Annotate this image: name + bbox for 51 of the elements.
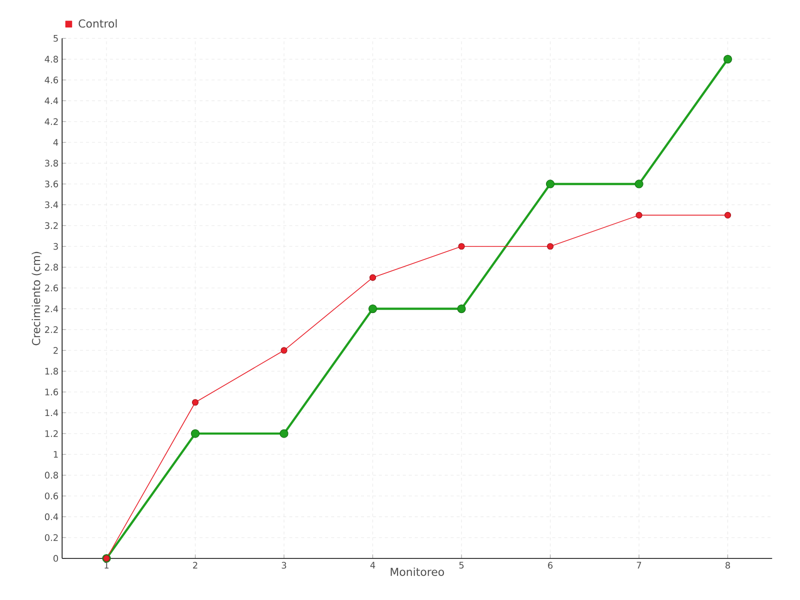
x-tick-label: 6 xyxy=(548,562,553,569)
point xyxy=(724,212,732,218)
point xyxy=(368,304,378,314)
y-tick-label: 4.6 xyxy=(44,76,58,84)
point xyxy=(190,429,200,438)
point xyxy=(192,399,199,406)
point xyxy=(546,180,555,188)
y-tick-label: 0.8 xyxy=(44,472,58,479)
y-tick-label: 5 xyxy=(54,35,58,42)
y-tick-label: 1.4 xyxy=(45,410,58,416)
legend-label: Control xyxy=(78,19,117,28)
y-tick-label: 4.2 xyxy=(44,118,58,125)
y-tick-label: 3 xyxy=(54,242,58,250)
y-tick-label: 0.4 xyxy=(44,513,58,520)
x-tick-label: 3 xyxy=(282,562,286,569)
point xyxy=(369,274,376,281)
point xyxy=(546,243,554,250)
x-tick-label: 4 xyxy=(370,562,376,568)
y-axis-title: Crecimiento (cm) xyxy=(32,252,42,346)
y-tick-label: 3.8 xyxy=(45,160,58,167)
x-tick-label: 2 xyxy=(193,562,198,569)
y-tick-label: 4.8 xyxy=(44,56,58,63)
y-tick-label: 2.6 xyxy=(45,284,58,292)
y-tick-label: 0 xyxy=(54,554,58,562)
point xyxy=(457,304,466,314)
y-tick-label: 0.2 xyxy=(44,534,58,541)
point xyxy=(280,347,288,354)
x-tick-label: 1 xyxy=(104,562,109,568)
point xyxy=(636,212,642,218)
point xyxy=(458,243,465,250)
point xyxy=(280,429,288,438)
y-tick-label: 1.6 xyxy=(45,388,58,396)
x-tick-label: 5 xyxy=(459,562,464,569)
y-tick-label: 4 xyxy=(53,139,58,146)
y-tick-label: 2.4 xyxy=(45,305,58,312)
x-axis-title: Monitoreo xyxy=(390,568,444,576)
y-tick-label: 3.6 xyxy=(45,180,58,188)
x-tick-label: 8 xyxy=(726,562,730,569)
point xyxy=(723,54,732,64)
y-tick-label: 3.4 xyxy=(45,201,58,208)
y-tick-label: 1.2 xyxy=(45,430,58,437)
y-tick-label: 2.2 xyxy=(45,326,58,333)
y-tick-label: 2.8 xyxy=(45,264,58,271)
point xyxy=(634,180,644,188)
y-tick-label: 2 xyxy=(54,347,58,354)
y-tick-label: 1 xyxy=(54,451,58,458)
y-tick-label: 4.4 xyxy=(44,98,58,104)
y-tick-label: 0.6 xyxy=(44,492,58,500)
x-tick-label: 7 xyxy=(636,562,642,568)
y-tick-label: 3.2 xyxy=(45,222,58,229)
y-tick-label: 1.8 xyxy=(45,368,58,375)
